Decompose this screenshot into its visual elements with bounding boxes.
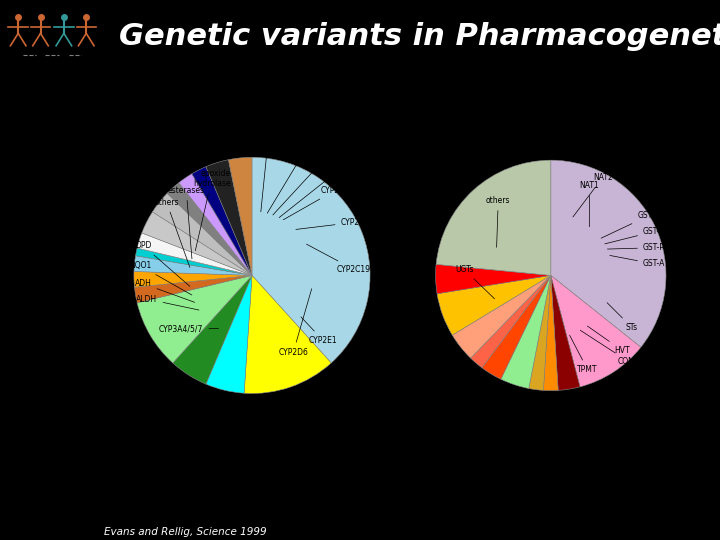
- Text: TPMT: TPMT: [570, 335, 598, 374]
- Text: CYP2A6: CYP2A6: [273, 147, 346, 215]
- Text: CYP2E6: CYP2E6: [279, 167, 351, 218]
- Wedge shape: [244, 275, 331, 394]
- Text: UGTs: UGTs: [455, 265, 495, 299]
- Wedge shape: [173, 275, 252, 384]
- Wedge shape: [192, 167, 252, 275]
- Text: ADH: ADH: [135, 279, 194, 302]
- Text: others: others: [486, 196, 510, 247]
- Text: CYP2C19: CYP2C19: [307, 244, 371, 274]
- Text: Phase I: Phase I: [93, 128, 138, 138]
- Text: CYP2C9: CYP2C9: [296, 218, 370, 230]
- Wedge shape: [551, 275, 580, 390]
- Wedge shape: [228, 157, 252, 275]
- Text: NAT1: NAT1: [580, 181, 599, 227]
- Text: CYP2E1: CYP2E1: [301, 317, 337, 345]
- Wedge shape: [142, 212, 252, 275]
- Text: Fig. 2. Most drug-metabolizing enzymes exhibit clinically relevant genetic polym: Fig. 2. Most drug-metabolizing enzymes e…: [110, 441, 717, 525]
- Text: COMT: COMT: [580, 330, 640, 366]
- Text: Evans and Rellig, Science 1999: Evans and Rellig, Science 1999: [104, 527, 267, 537]
- Wedge shape: [436, 265, 551, 294]
- Text: others: others: [154, 198, 190, 267]
- Wedge shape: [153, 193, 252, 275]
- Text: NAT2: NAT2: [573, 173, 613, 217]
- Wedge shape: [437, 275, 551, 335]
- Wedge shape: [206, 275, 252, 393]
- Text: esterases: esterases: [168, 186, 204, 259]
- Wedge shape: [501, 275, 551, 388]
- Text: GST-T: GST-T: [605, 227, 664, 244]
- Text: CYP1B1: CYP1B1: [267, 132, 328, 213]
- Text: GST-P: GST-P: [608, 243, 665, 252]
- Wedge shape: [482, 275, 551, 379]
- Wedge shape: [452, 275, 551, 358]
- Text: HVT: HVT: [588, 326, 630, 355]
- Text: ALDH: ALDH: [136, 294, 199, 310]
- Wedge shape: [135, 248, 252, 275]
- Wedge shape: [471, 275, 551, 368]
- Wedge shape: [252, 157, 370, 363]
- Text: Genetic variants in Pharmacogenetics: Genetic variants in Pharmacogenetics: [120, 22, 720, 51]
- Text: GST-A: GST-A: [610, 255, 665, 268]
- Wedge shape: [137, 233, 252, 275]
- Wedge shape: [551, 160, 666, 347]
- Wedge shape: [167, 183, 252, 275]
- Text: STs: STs: [607, 303, 638, 332]
- Text: GST-M: GST-M: [601, 211, 661, 238]
- Wedge shape: [134, 256, 252, 275]
- Text: CYP3A4/5/7: CYP3A4/5/7: [159, 324, 219, 333]
- Wedge shape: [137, 275, 252, 363]
- Wedge shape: [134, 272, 252, 287]
- Wedge shape: [135, 275, 252, 303]
- Text: CYP*A1/2: CYP*A1/2: [252, 120, 287, 212]
- Text: DPD: DPD: [135, 241, 190, 286]
- Wedge shape: [528, 275, 551, 390]
- Text: NQO1: NQO1: [130, 261, 192, 295]
- Text: CYP2D6: CYP2D6: [279, 289, 312, 356]
- Wedge shape: [544, 275, 558, 390]
- Text: Phase II: Phase II: [401, 131, 451, 141]
- Wedge shape: [179, 174, 252, 275]
- Wedge shape: [551, 275, 641, 387]
- Wedge shape: [436, 160, 551, 275]
- Wedge shape: [206, 160, 252, 275]
- Text: epoxide
hydrolase: epoxide hydrolase: [193, 169, 230, 251]
- Text: CYP2C8: CYP2C8: [283, 186, 350, 220]
